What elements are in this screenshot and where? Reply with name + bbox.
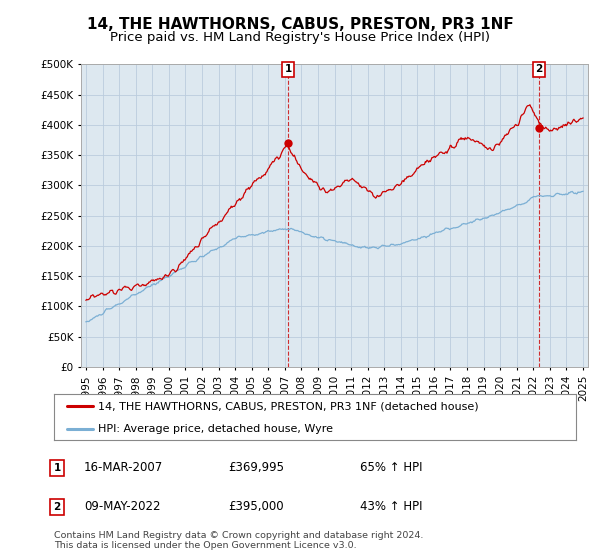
Text: 2: 2 bbox=[535, 64, 543, 74]
Text: 43% ↑ HPI: 43% ↑ HPI bbox=[360, 500, 422, 514]
Text: 14, THE HAWTHORNS, CABUS, PRESTON, PR3 1NF (detached house): 14, THE HAWTHORNS, CABUS, PRESTON, PR3 1… bbox=[98, 401, 479, 411]
Text: Contains HM Land Registry data © Crown copyright and database right 2024.
This d: Contains HM Land Registry data © Crown c… bbox=[54, 531, 424, 550]
Text: 1: 1 bbox=[284, 64, 292, 74]
Text: 2: 2 bbox=[53, 502, 61, 512]
Text: 65% ↑ HPI: 65% ↑ HPI bbox=[360, 461, 422, 474]
Text: 14, THE HAWTHORNS, CABUS, PRESTON, PR3 1NF: 14, THE HAWTHORNS, CABUS, PRESTON, PR3 1… bbox=[86, 17, 514, 32]
Text: £369,995: £369,995 bbox=[228, 461, 284, 474]
Text: 09-MAY-2022: 09-MAY-2022 bbox=[84, 500, 161, 514]
Text: Price paid vs. HM Land Registry's House Price Index (HPI): Price paid vs. HM Land Registry's House … bbox=[110, 31, 490, 44]
Text: HPI: Average price, detached house, Wyre: HPI: Average price, detached house, Wyre bbox=[98, 424, 334, 435]
Text: 1: 1 bbox=[53, 463, 61, 473]
Text: 16-MAR-2007: 16-MAR-2007 bbox=[84, 461, 163, 474]
Text: £395,000: £395,000 bbox=[228, 500, 284, 514]
